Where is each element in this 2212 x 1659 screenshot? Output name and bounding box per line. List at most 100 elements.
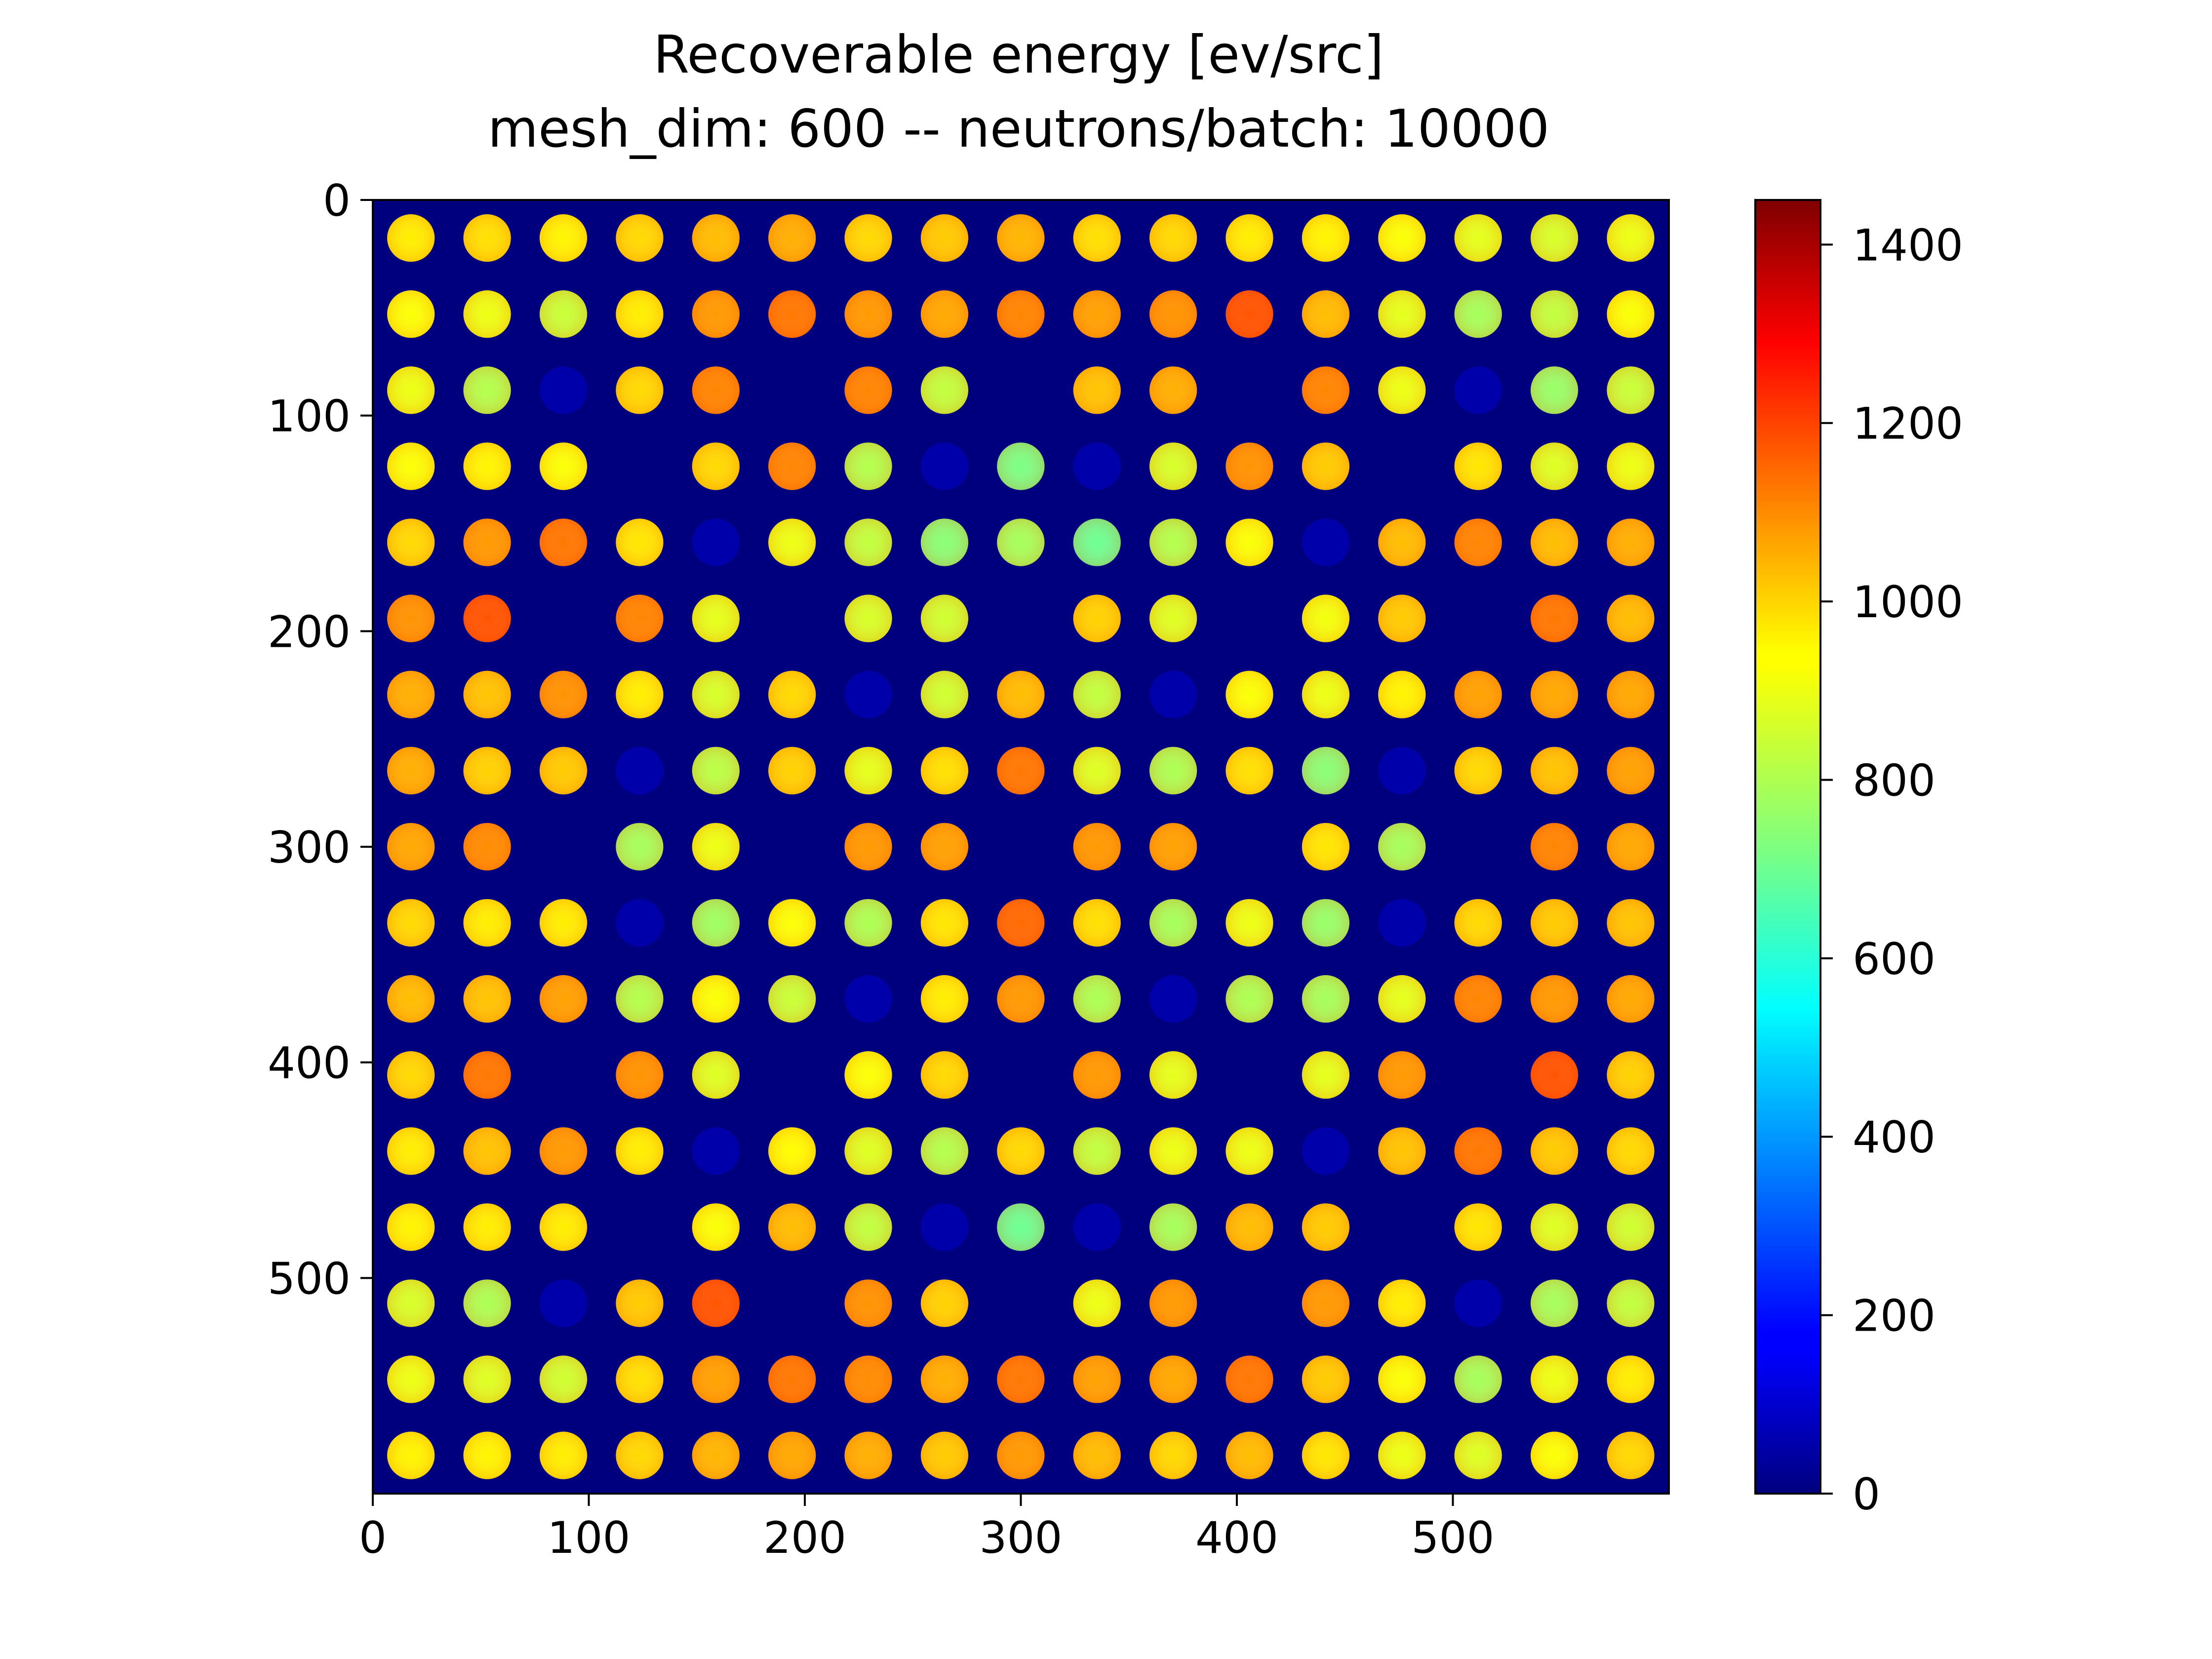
fuel-pin-shading — [920, 1431, 969, 1479]
fuel-pin-shading — [768, 442, 816, 490]
fuel-pin-shading — [539, 671, 588, 718]
fuel-pin-cell — [692, 1127, 740, 1175]
fuel-pin-shading — [1302, 975, 1350, 1023]
fuel-pin-shading — [1607, 1127, 1655, 1175]
fuel-pin-shading — [463, 1355, 511, 1403]
fuel-pin-shading — [539, 899, 588, 947]
fuel-pin-shading — [1302, 366, 1350, 414]
fuel-pin-shading — [463, 899, 511, 947]
y-axis: 0 100 200 300 400 500 — [268, 175, 373, 1304]
fuel-pin-shading — [1607, 594, 1655, 642]
fuel-pin-shading — [1530, 366, 1579, 414]
fuel-pin-shading — [844, 518, 892, 566]
fuel-pin-shading — [1530, 899, 1579, 947]
fuel-pin-shading — [387, 594, 435, 642]
fuel-pin-shading — [387, 1431, 435, 1479]
fuel-pin-shading — [1302, 1431, 1350, 1479]
fuel-pin-shading — [1149, 594, 1197, 642]
fuel-pin-shading — [1302, 899, 1350, 947]
colorbar: 0 200 400 600 800 1000 1200 1400 — [1754, 199, 1963, 1520]
fuel-pin-shading — [539, 1203, 588, 1251]
fuel-pin-shading — [1073, 214, 1121, 262]
fuel-pin-shading — [768, 1431, 816, 1479]
fuel-pin-shading — [463, 214, 511, 262]
fuel-pin-shading — [844, 747, 892, 794]
fuel-pin-shading — [997, 1355, 1045, 1403]
fuel-pin-shading — [1530, 594, 1579, 642]
fuel-pin-shading — [616, 1355, 664, 1403]
fuel-pin-shading — [1607, 1203, 1655, 1251]
fuel-pin-shading — [844, 1203, 892, 1251]
colorbar-frame — [1754, 199, 1821, 1495]
fuel-pin-shading — [1530, 1355, 1579, 1403]
fuel-pin-shading — [1225, 899, 1273, 947]
fuel-pin-shading — [1378, 518, 1426, 566]
fuel-pin-cell — [1149, 975, 1197, 1023]
fuel-pin-shading — [1073, 975, 1121, 1023]
fuel-pin-shading — [616, 290, 664, 338]
fuel-pin-shading — [692, 975, 740, 1023]
fuel-pin-shading — [844, 1431, 892, 1479]
fuel-pin-shading — [1607, 1051, 1655, 1099]
fuel-pin-shading — [692, 1203, 740, 1251]
fuel-pin-shading — [844, 594, 892, 642]
fuel-pin-shading — [387, 823, 435, 870]
fuel-pin-shading — [920, 1355, 969, 1403]
fuel-pin-shading — [463, 366, 511, 414]
fuel-pin-shading — [997, 975, 1045, 1023]
fuel-pin-shading — [692, 366, 740, 414]
colorbar-tick-label: 200 — [1853, 1291, 1936, 1342]
fuel-pin-shading — [1607, 747, 1655, 794]
fuel-pin-shading — [539, 1127, 588, 1175]
fuel-pin-shading — [1302, 747, 1350, 794]
fuel-pin-shading — [1073, 899, 1121, 947]
heatmap-background — [373, 200, 1669, 1494]
fuel-pin-shading — [539, 975, 588, 1023]
fuel-pin-shading — [997, 1431, 1045, 1479]
fuel-pin-shading — [844, 1355, 892, 1403]
fuel-pin-shading — [1073, 366, 1121, 414]
fuel-pin-shading — [387, 366, 435, 414]
fuel-pin-shading — [463, 1279, 511, 1327]
fuel-pin-shading — [539, 442, 588, 490]
fuel-pin-shading — [387, 1279, 435, 1327]
colorbar-ticks: 0 200 400 600 800 1000 1200 1400 — [1820, 220, 1963, 1520]
fuel-pin-shading — [997, 290, 1045, 338]
colorbar-tick-label: 800 — [1853, 755, 1936, 806]
fuel-pin-shading — [692, 671, 740, 718]
fuel-pin-shading — [1454, 671, 1502, 718]
fuel-pin-shading — [1607, 518, 1655, 566]
fuel-pin-shading — [616, 975, 664, 1023]
fuel-pin-shading — [1149, 290, 1197, 338]
fuel-pin-shading — [1530, 442, 1579, 490]
fuel-pin-shading — [1454, 1203, 1502, 1251]
fuel-pin-shading — [997, 747, 1045, 794]
fuel-pin-shading — [1149, 1431, 1197, 1479]
fuel-pin-shading — [844, 290, 892, 338]
fuel-pin-shading — [616, 671, 664, 718]
fuel-pin-shading — [387, 747, 435, 794]
fuel-pin-shading — [844, 1051, 892, 1099]
fuel-pin-shading — [1073, 1279, 1121, 1327]
fuel-pin-shading — [1454, 1355, 1502, 1403]
fuel-pin-shading — [1454, 747, 1502, 794]
fuel-pin-shading — [1149, 366, 1197, 414]
fuel-pin-shading — [463, 1203, 511, 1251]
fuel-pin-shading — [387, 1127, 435, 1175]
fuel-pin-shading — [1225, 518, 1273, 566]
fuel-pin-shading — [463, 975, 511, 1023]
fuel-pin-shading — [768, 518, 816, 566]
fuel-pin-shading — [1607, 442, 1655, 490]
fuel-pin-shading — [1149, 747, 1197, 794]
fuel-pin-shading — [1530, 290, 1579, 338]
fuel-pin-shading — [1225, 1431, 1273, 1479]
x-tick-label: 0 — [359, 1512, 387, 1563]
fuel-pin-shading — [768, 1203, 816, 1251]
fuel-pin-shading — [768, 1127, 816, 1175]
fuel-pin-shading — [920, 823, 969, 870]
fuel-pin-shading — [1225, 1127, 1273, 1175]
fuel-pin-shading — [1454, 975, 1502, 1023]
fuel-pin-shading — [1073, 1431, 1121, 1479]
fuel-pin-shading — [1378, 214, 1426, 262]
fuel-pin-shading — [1302, 671, 1350, 718]
